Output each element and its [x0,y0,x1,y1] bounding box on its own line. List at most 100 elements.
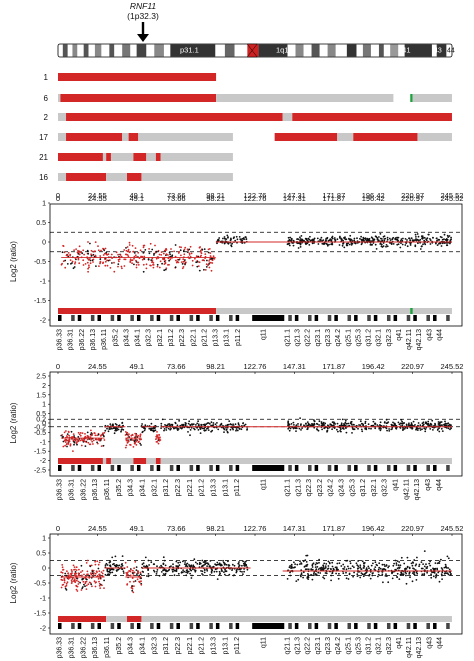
data-point [340,565,343,567]
data-point [404,238,407,240]
data-point [196,422,199,425]
data-point [84,581,87,583]
data-point [233,564,236,567]
data-point [394,568,397,571]
data-point [316,237,319,240]
data-point [112,568,115,571]
band-label: p11.2 [235,329,242,346]
y-tick-label: -1 [40,439,46,446]
data-point [326,236,329,239]
data-point [215,570,218,573]
data-point [378,566,381,569]
data-point [382,568,385,570]
data-point [342,567,344,570]
band-label: q21.3 [295,329,302,347]
data-point [243,570,246,573]
data-point [355,562,358,565]
data-point [345,559,347,562]
data-point [103,439,106,441]
data-point [142,246,145,249]
data-point [330,574,333,577]
data-point [302,571,305,574]
ideogram-band [390,44,399,57]
band-strip-band [110,465,115,471]
track-x-tick-label: 245.52 [441,191,464,200]
data-point [82,249,85,252]
sample-track-segment [110,153,134,161]
data-point [102,569,105,572]
band-strip-band [446,315,450,321]
data-point [120,265,123,268]
data-point [370,564,373,567]
data-point [211,262,214,264]
data-point [191,264,194,267]
data-point [423,427,426,430]
overlay-segment [155,458,161,464]
data-point [429,243,432,245]
data-point [136,573,138,575]
data-point [242,422,245,424]
sample-track-segment [141,173,233,181]
data-point [143,565,145,568]
band-label: q21.1 [284,637,291,655]
data-point [236,238,239,241]
data-point [141,431,144,434]
data-point [431,419,434,422]
data-point [199,246,202,248]
data-point [365,238,367,241]
data-point [164,424,166,426]
y-axis-label: Log2 (ratio) [9,562,18,603]
data-point [201,565,203,568]
data-point [317,571,320,574]
data-point [379,233,382,235]
data-point [420,561,423,563]
band-label: p22.3 [175,479,182,497]
ideogram-label-1q12: 1q12 [276,46,293,55]
band-label: q42.13 [416,329,423,351]
data-point [139,573,142,576]
data-point [299,243,302,246]
data-point [336,422,339,425]
data-point [75,588,78,591]
data-point [160,422,163,425]
data-point [202,423,205,426]
data-point [185,422,187,425]
data-point [60,263,63,266]
data-point [67,431,70,433]
data-point [61,571,64,574]
data-point [437,571,440,574]
data-point [211,257,214,260]
data-point [434,576,437,579]
ideogram-band [404,44,432,57]
data-point [96,560,99,563]
data-point [106,254,108,256]
data-point [80,564,83,567]
data-point [181,267,184,270]
data-point [86,438,89,441]
data-point [217,239,219,242]
data-point [366,237,369,240]
data-point [331,242,334,245]
band-label: q32.1 [376,637,383,655]
data-point [71,580,73,583]
data-point [409,242,412,245]
data-point [60,578,63,581]
data-point [74,261,77,264]
data-point [310,573,312,576]
band-strip-band [354,465,358,471]
data-point [308,238,311,241]
band-strip-band [393,465,398,471]
band-label: q24.3 [339,479,346,497]
data-point [380,245,383,248]
data-point [396,560,399,562]
data-point [204,269,207,271]
band-strip-band [373,315,378,321]
data-point [429,564,432,567]
band-label: q42.11 [406,637,413,658]
data-point [125,249,128,252]
data-point [144,556,147,559]
band-label: q32.3 [386,637,393,655]
data-point [367,423,370,426]
data-point [384,575,387,577]
